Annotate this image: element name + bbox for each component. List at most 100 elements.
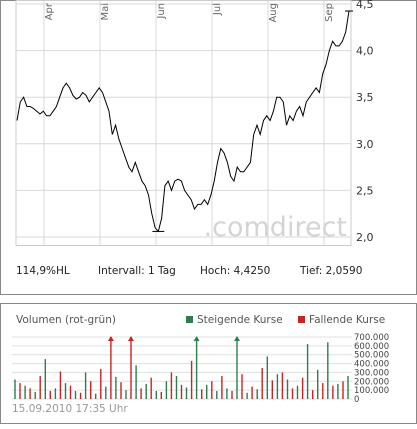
price-series-line (16, 10, 350, 233)
y-tick-label: 4,0 (356, 45, 374, 58)
vol-bar-falling (19, 383, 21, 399)
low-stat: Tief: 2,0590 (300, 265, 363, 277)
price-chart: .comdirect 2,0 2,5 3,0 3,5 4,0 4,5 Apr Mai Jun J… (0, 0, 417, 295)
vol-bar-rising (195, 337, 198, 399)
vol-y-tick-label: 400.000 (354, 360, 389, 370)
price-chart-panel: .comdirect 2,0 2,5 3,0 3,5 4,0 4,5 Apr Mai Jun J… (0, 0, 417, 295)
vol-bar-falling (312, 390, 314, 399)
vol-bar-rising (44, 359, 46, 399)
vol-bar-rising (24, 385, 26, 399)
vol-bar-falling (59, 371, 62, 399)
vol-bar-falling (201, 389, 203, 399)
legend-falling-label: Fallende Kurse (309, 314, 386, 326)
vol-bar-falling (251, 386, 253, 399)
vol-bar-rising (95, 393, 97, 399)
vol-bar-falling (221, 376, 223, 399)
vol-bar-falling (29, 388, 31, 399)
vol-bar-falling (39, 376, 41, 399)
vol-bar-rising (155, 391, 157, 399)
vol-bar-rising (327, 342, 329, 399)
vol-bar-rising (74, 391, 77, 399)
vol-bar-falling (190, 360, 193, 399)
vol-bar-rising (276, 374, 279, 399)
vol-bar-falling (90, 381, 92, 399)
vol-bar-falling (110, 337, 112, 399)
vol-bar-rising (246, 392, 248, 399)
timestamp: 15.09.2010 17:35 Uhr (12, 403, 128, 415)
x-tick-label: Jun (156, 3, 167, 20)
vol-bar-falling (120, 382, 122, 399)
vol-bar-rising (105, 386, 107, 399)
vol-y-tick-label: 500.000 (354, 351, 389, 361)
vol-bar-rising (165, 381, 168, 399)
overflow-arrow-icon (107, 336, 114, 341)
vol-bar-falling (170, 372, 173, 399)
legend-falling: Fallende Kurse (298, 314, 385, 326)
vol-bar-rising (145, 383, 147, 399)
x-tick-label: Sep (324, 3, 335, 22)
vol-bar-rising (286, 379, 289, 399)
vol-bar-falling (301, 377, 304, 399)
vol-bar-rising (216, 391, 218, 399)
vol-bar-rising (14, 379, 16, 399)
vol-y-tick-label: 200.000 (354, 377, 389, 387)
vol-bar-rising (115, 376, 117, 399)
volume-title: Volumen (rot-grün) (16, 314, 116, 326)
falling-swatch (298, 316, 305, 323)
x-tick-label: Aug (268, 3, 279, 23)
x-tick-label: Jul (212, 3, 223, 16)
vol-bar-rising (317, 369, 319, 399)
vol-bar-falling (180, 384, 183, 399)
vol-bar-rising (34, 391, 36, 399)
vol-y-tick-label: 300.000 (354, 368, 389, 378)
vol-bar-rising (347, 376, 349, 399)
vol-bar-rising (84, 372, 87, 399)
vol-bar-rising (175, 376, 178, 399)
range-stat: 114,9%HL (16, 265, 70, 277)
vol-bar-falling (69, 385, 72, 399)
vol-bar-falling (241, 374, 243, 399)
overflow-arrow-icon (128, 336, 134, 341)
vol-bar-falling (291, 388, 294, 399)
vol-bar-falling (100, 368, 102, 399)
vol-y-tick-label: 600.000 (354, 342, 389, 352)
vol-bar-falling (231, 391, 233, 399)
vol-bar-rising (226, 388, 228, 399)
vol-bar-rising (135, 365, 137, 399)
vol-bar-rising (256, 389, 258, 399)
x-tick-label: Mai (100, 3, 111, 21)
vol-bar-falling (160, 391, 162, 399)
vol-bar-falling (261, 368, 263, 399)
vol-bar-falling (130, 337, 132, 399)
legend-rising: Steigende Kurse (186, 314, 283, 326)
x-tick-label: Apr (44, 2, 55, 20)
y-tick-label: 4,5 (356, 0, 374, 11)
overflow-arrow-icon (193, 336, 200, 341)
vol-bar-falling (332, 385, 334, 399)
vol-bar-falling (342, 381, 344, 399)
vol-bar-rising (337, 383, 339, 399)
y-tick-label: 3,5 (356, 91, 374, 104)
vol-bar-falling (322, 383, 324, 399)
vol-bar-falling (140, 388, 142, 399)
vol-y-tick-label: 0 (354, 395, 359, 405)
watermark: .comdirect (204, 212, 347, 243)
vol-bar-rising (185, 387, 188, 399)
vol-bar-rising (54, 388, 57, 399)
vol-bar-falling (79, 392, 82, 399)
y-tick-label: 2,0 (356, 231, 374, 244)
vol-bar-rising (206, 384, 208, 399)
overflow-arrow-icon (234, 336, 240, 341)
vol-y-tick-label: 100.000 (354, 386, 389, 396)
vol-bar-falling (150, 377, 152, 399)
y-tick-label: 3,0 (356, 138, 374, 151)
vol-bar-rising (236, 337, 238, 399)
legend-rising-label: Steigende Kurse (197, 314, 283, 326)
vol-bar-rising (266, 356, 268, 399)
vol-bar-rising (125, 390, 127, 399)
vol-bar-falling (211, 381, 213, 399)
y-tick-label: 2,5 (356, 184, 374, 197)
high-stat: Hoch: 4,4250 (200, 265, 271, 277)
vol-bar-falling (281, 372, 284, 399)
vol-y-tick-label: 700.000 (354, 333, 389, 343)
